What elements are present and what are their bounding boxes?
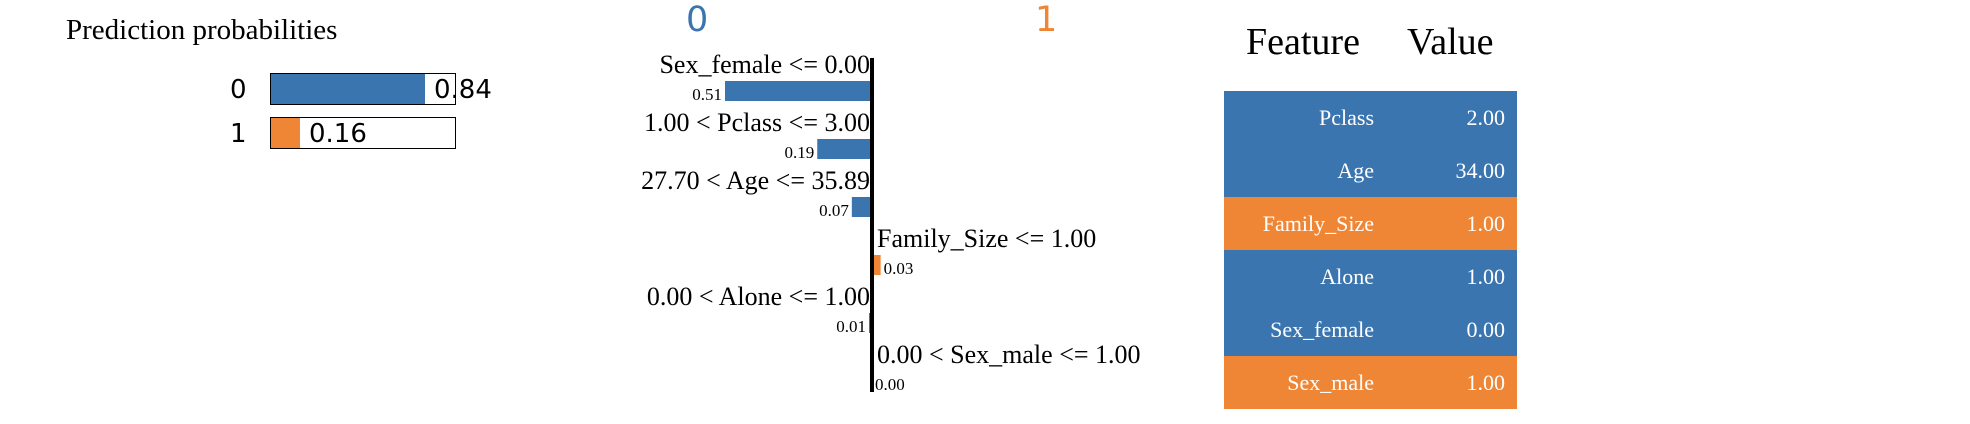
feature-column-header: Feature [1246,21,1360,63]
feature-name-cell: Family_Size [1262,210,1374,236]
feature-name-cell: Sex_female [1270,316,1374,342]
feature-table-row: Sex_female 0.00 [1224,303,1517,356]
feature-value-cell: 1.00 [1466,263,1506,289]
feature-table-row: Pclass 2.00 [1224,91,1517,144]
prediction-bar-frame [270,73,456,105]
feature-table-row: Alone 1.00 [1224,250,1517,303]
contribution-bar [872,255,881,275]
feature-table-row: Sex_male 1.00 [1224,356,1517,409]
class-1-heading: 1 [1035,0,1058,40]
feature-value-cell: 2.00 [1466,104,1506,130]
feature-name-cell: Alone [1320,263,1374,289]
contribution-value-label: 0.00 [875,375,905,394]
feature-value-cell: 1.00 [1466,210,1506,236]
value-column-header: Value [1407,21,1494,63]
feature-name-cell: Age [1337,157,1374,183]
contribution-bar [725,81,872,101]
contribution-value-label: 0.07 [819,201,849,220]
feature-condition-label: 27.70 < Age <= 35.89 [641,166,870,195]
feature-table-row: Age 34.00 [1224,144,1517,197]
feature-value-table: Pclass 2.00 Age 34.00 Family_Size 1.00 Alone 1.… [1224,91,1517,409]
feature-value-cell: 0.00 [1466,316,1506,342]
feature-name-cell: Sex_male [1287,369,1374,395]
feature-name-cell: Pclass [1319,104,1374,130]
contribution-bar [851,197,872,217]
prediction-bar [271,118,300,148]
contribution-value-label: 0.51 [692,85,722,104]
prediction-title: Prediction probabilities [66,14,338,46]
class-0-heading: 0 [686,0,709,40]
prediction-class-label: 1 [230,119,247,149]
feature-condition-label: Sex_female <= 0.00 [659,50,870,79]
feature-condition-label: 1.00 < Pclass <= 3.00 [644,108,870,137]
prediction-value: 0.84 [434,75,492,105]
contribution-bar [817,139,872,159]
feature-value-cell: 1.00 [1466,369,1506,395]
feature-condition-label: 0.00 < Alone <= 1.00 [647,282,870,311]
prediction-class-label: 0 [230,75,247,105]
contribution-value-label: 0.01 [836,317,866,336]
contribution-value-label: 0.19 [784,143,814,162]
feature-condition-label: Family_Size <= 1.00 [877,224,1096,253]
feature-condition-label: 0.00 < Sex_male <= 1.00 [877,340,1141,369]
prediction-value: 0.16 [309,119,367,149]
feature-value-cell: 34.00 [1455,157,1506,183]
prediction-bar [271,74,425,104]
feature-table-row: Family_Size 1.00 [1224,197,1517,250]
contribution-value-label: 0.03 [884,259,914,278]
prediction-bar-frame [270,117,456,149]
